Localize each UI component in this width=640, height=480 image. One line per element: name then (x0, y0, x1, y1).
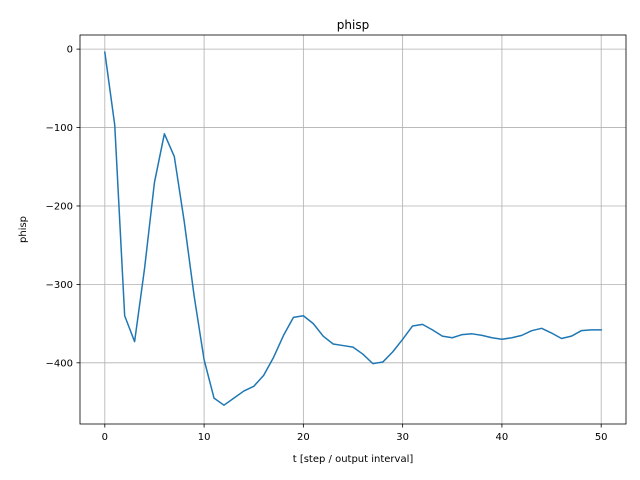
chart-title: phisp (337, 18, 369, 32)
x-tick-label: 50 (595, 432, 608, 443)
y-axis-label: phisp (18, 216, 29, 243)
x-tick-label: 40 (496, 432, 509, 443)
x-axis-label: t [step / output interval] (293, 454, 414, 465)
series-line (103, 51, 602, 406)
y-axis: 0 −100 −200 −300 −400 (46, 45, 80, 369)
y-tick-label: −200 (46, 201, 73, 212)
x-axis: 0 10 20 30 40 50 (102, 424, 608, 443)
x-tick-label: 20 (297, 432, 310, 443)
x-tick-label: 0 (102, 432, 108, 443)
y-tick-label: −400 (46, 358, 73, 369)
plot-frame (79, 34, 627, 425)
grid (80, 35, 626, 424)
x-tick-label: 30 (396, 432, 409, 443)
y-tick-label: −100 (46, 123, 73, 134)
y-tick-label: −300 (46, 280, 73, 291)
x-tick-label: 10 (198, 432, 211, 443)
y-tick-label: 0 (67, 45, 73, 56)
series-layer (103, 51, 602, 406)
